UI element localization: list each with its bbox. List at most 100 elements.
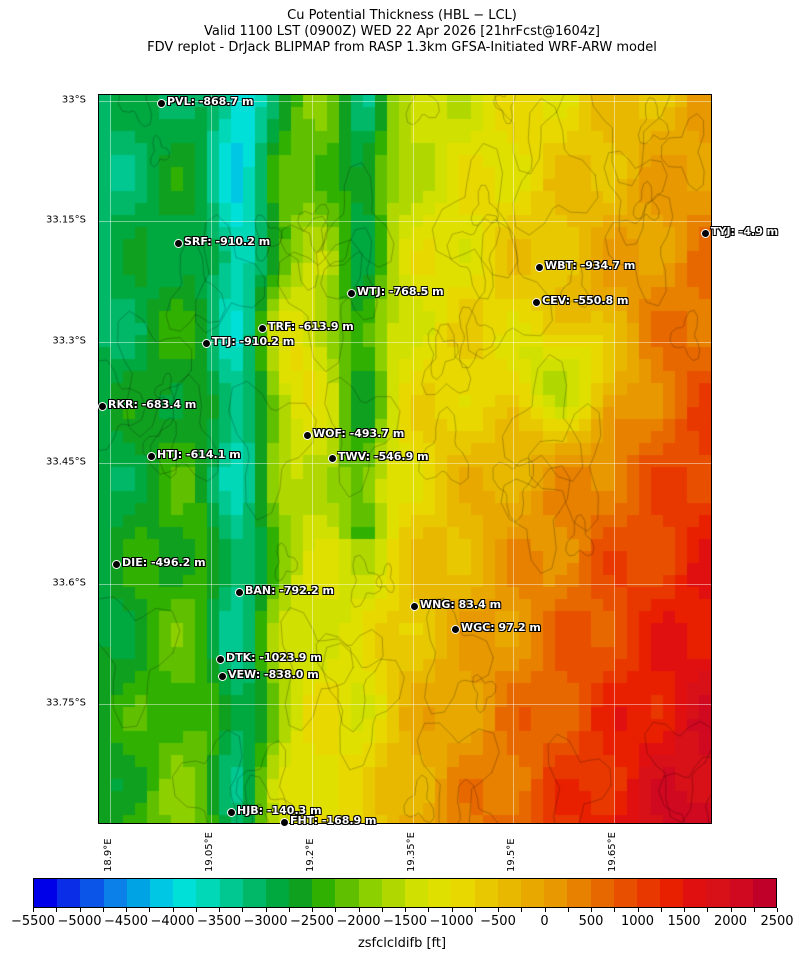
lon-tick-label: 19.05°E (204, 832, 215, 872)
station-label: TTJ: -910.2 m (212, 335, 294, 348)
colorbar-tick (266, 908, 267, 912)
colorbar-bin (544, 879, 567, 907)
colorbar-tick-label: 2000 (714, 914, 747, 929)
colorbar-bin (498, 879, 521, 907)
station-dot-icon (258, 324, 267, 333)
station-dot-icon (218, 672, 227, 681)
station-label: HTJ: -614.1 m (157, 448, 241, 461)
title-line-3: FDV replot - DrJack BLIPMAP from RASP 1.… (0, 40, 804, 55)
lon-tick-label: 19.2°E (305, 838, 316, 872)
lat-tick-label: 33.6°S (52, 578, 92, 589)
station-dot-icon (157, 99, 166, 108)
colorbar-tick (359, 908, 360, 912)
colorbar-bin (266, 879, 289, 907)
station-label: VEW: -838.0 m (228, 668, 319, 681)
station-dot-icon (174, 239, 183, 248)
station-dot-icon (147, 452, 156, 461)
colorbar-tick (405, 908, 406, 912)
gridline-lon (513, 95, 514, 824)
colorbar-tick (242, 908, 243, 912)
lat-tick-label: 33.3°S (52, 336, 92, 347)
colorbar-tick (289, 908, 290, 912)
colorbar-tick-label: 2500 (760, 914, 793, 929)
colorbar-tick (33, 908, 34, 912)
colorbar (33, 878, 777, 908)
colorbar-tick-label: −3500 (197, 914, 241, 929)
colorbar-tick (80, 908, 81, 912)
lon-tick-label: 19.5°E (506, 838, 517, 872)
colorbar-tick (614, 908, 615, 912)
colorbar-bin (150, 879, 173, 907)
lon-tick-label: 19.35°E (406, 832, 417, 872)
station-dot-icon (532, 298, 541, 307)
colorbar-bin (220, 879, 243, 907)
colorbar-bin (521, 879, 544, 907)
colorbar-tick-label: −4500 (104, 914, 148, 929)
colorbar-bin (451, 879, 474, 907)
colorbar-bin (753, 879, 776, 907)
colorbar-tick (219, 908, 220, 912)
colorbar-tick-label: 1500 (667, 914, 700, 929)
station-dot-icon (112, 560, 121, 569)
colorbar-tick-label: −3000 (244, 914, 288, 929)
station-dot-icon (280, 818, 289, 827)
gridline-lat (99, 704, 712, 705)
lat-tick-label: 33.75°S (46, 698, 92, 709)
colorbar-tick (661, 908, 662, 912)
station-dot-icon (98, 402, 107, 411)
colorbar-tick (56, 908, 57, 912)
colorbar-bin (127, 879, 150, 907)
colorbar-tick (126, 908, 127, 912)
colorbar-tick (196, 908, 197, 912)
colorbar-tick (498, 908, 499, 912)
gridline-lon (110, 95, 111, 824)
colorbar-tick-label: −1500 (383, 914, 427, 929)
figure: Cu Potential Thickness (HBL − LCL) Valid… (0, 0, 804, 962)
colorbar-tick (684, 908, 685, 912)
colorbar-bin (428, 879, 451, 907)
colorbar-bin (706, 879, 729, 907)
colorbar-tick (103, 908, 104, 912)
colorbar-bin (34, 879, 57, 907)
station-dot-icon (451, 625, 460, 634)
station-dot-icon (410, 602, 419, 611)
colorbar-tick (521, 908, 522, 912)
gridline-lon (614, 95, 615, 824)
station-label: WGC: 97.2 m (461, 621, 541, 634)
station-dot-icon (202, 339, 211, 348)
station-label: PVL: -868.7 m (167, 95, 253, 108)
colorbar-tick-label: 500 (579, 914, 604, 929)
station-dot-icon (303, 431, 312, 440)
colorbar-bin (382, 879, 405, 907)
colorbar-bin (312, 879, 335, 907)
title-line-1: Cu Potential Thickness (HBL − LCL) (0, 8, 804, 23)
station-label: WNG: 83.4 m (420, 598, 501, 611)
gridline-lat (99, 463, 712, 464)
colorbar-bin (637, 879, 660, 907)
colorbar-bin (567, 879, 590, 907)
colorbar-tick-label: 0 (540, 914, 548, 929)
colorbar-tick-label: −5500 (11, 914, 55, 929)
colorbar-bin (475, 879, 498, 907)
colorbar-bin (591, 879, 614, 907)
colorbar-tick (382, 908, 383, 912)
station-label: WOF: -493.7 m (313, 427, 404, 440)
colorbar-tick (545, 908, 546, 912)
lat-tick-label: 33°S (62, 95, 92, 106)
colorbar-tick (591, 908, 592, 912)
colorbar-tick (335, 908, 336, 912)
colorbar-tick-label: −1000 (430, 914, 474, 929)
station-label: TRF: -613.9 m (268, 320, 354, 333)
title-line-2: Valid 1100 LST (0900Z) WED 22 Apr 2026 [… (0, 24, 804, 39)
colorbar-tick (707, 908, 708, 912)
colorbar-tick-label: −4000 (151, 914, 195, 929)
colorbar-tick (312, 908, 313, 912)
station-label: SRF: -910.2 m (184, 235, 270, 248)
station-label: TYJ: -4.9 m (711, 225, 778, 238)
station-label: WTJ: -768.5 m (357, 285, 444, 298)
colorbar-tick-label: −5000 (58, 914, 102, 929)
station-dot-icon (328, 454, 337, 463)
colorbar-bin (359, 879, 382, 907)
gridline-lat (99, 584, 712, 585)
colorbar-bin (683, 879, 706, 907)
